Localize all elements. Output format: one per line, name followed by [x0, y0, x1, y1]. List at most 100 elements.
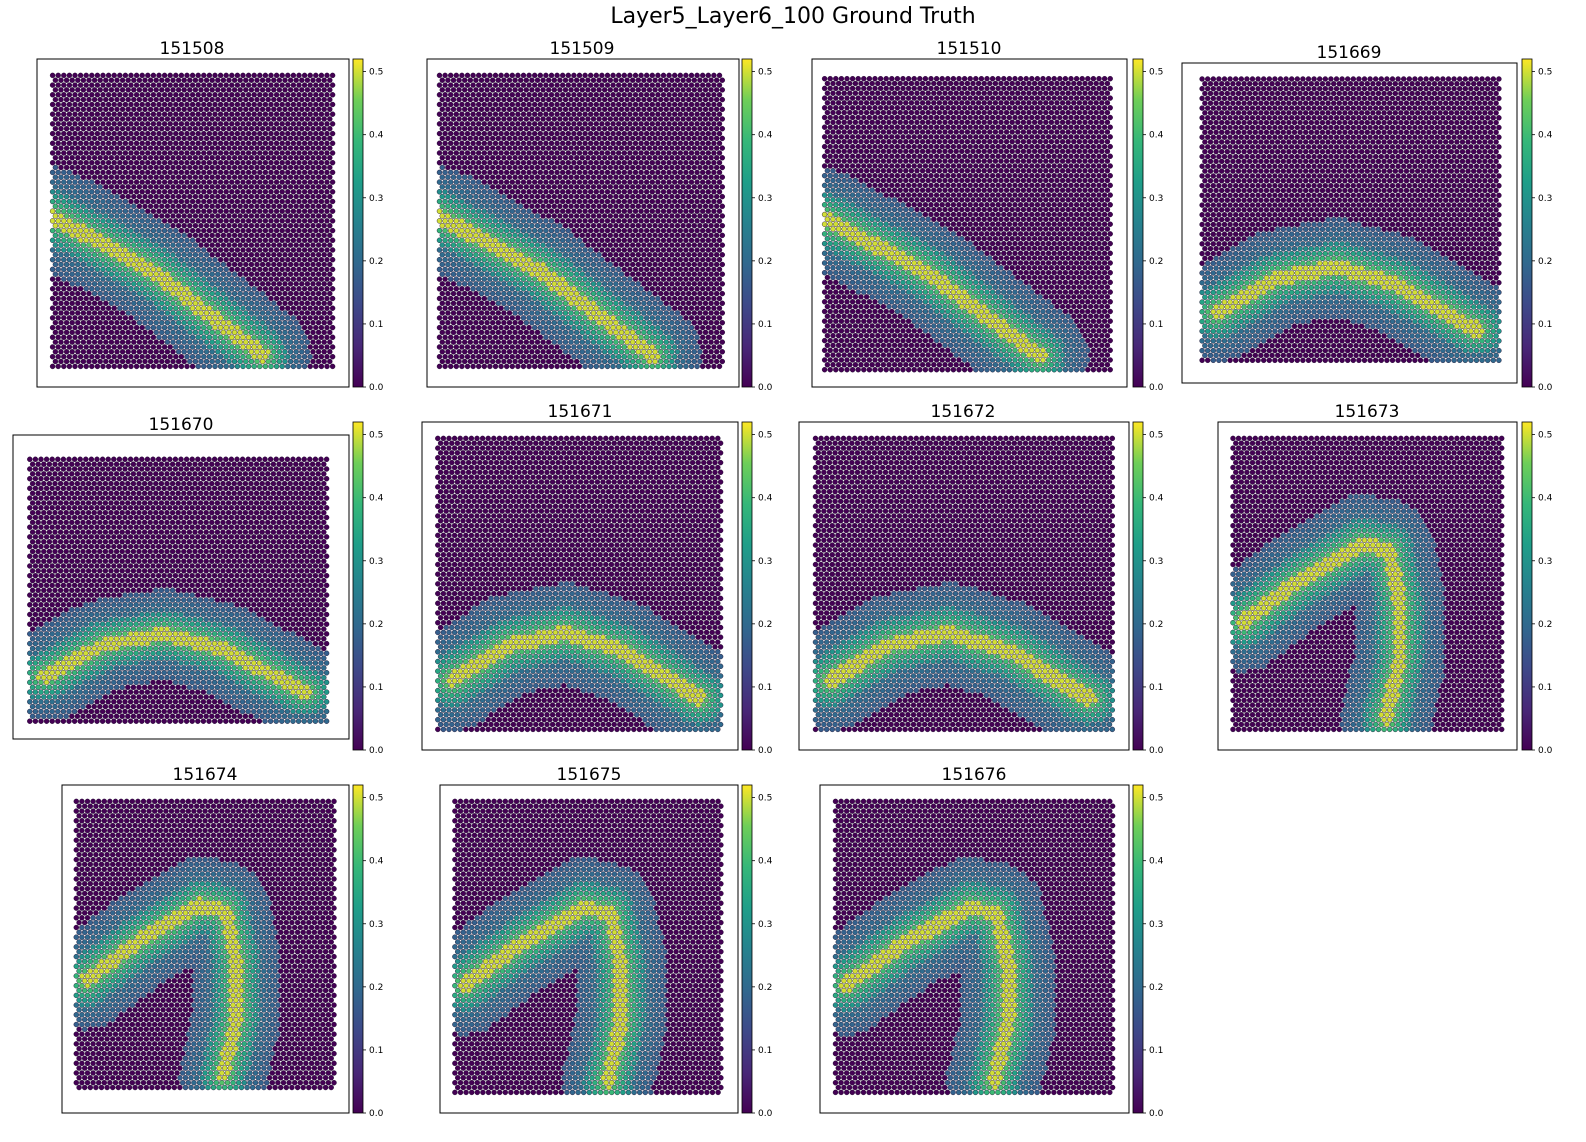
spot	[52, 271, 59, 277]
spot	[481, 159, 487, 166]
spot	[175, 232, 182, 239]
spot	[462, 174, 468, 180]
spot	[296, 354, 302, 360]
spot	[175, 261, 182, 268]
spot	[473, 252, 479, 258]
spot	[175, 281, 182, 287]
spot	[674, 135, 681, 142]
spot	[173, 257, 179, 263]
spot	[523, 203, 529, 210]
spot	[290, 140, 297, 147]
spot	[537, 159, 543, 166]
spot	[52, 106, 59, 113]
spot	[262, 266, 269, 273]
spot	[187, 358, 193, 365]
spot	[122, 72, 129, 79]
spot	[220, 125, 227, 132]
spot	[621, 227, 627, 234]
spot	[153, 87, 159, 93]
spot	[498, 198, 504, 205]
spot	[131, 329, 137, 336]
spot	[243, 329, 249, 336]
spot	[234, 266, 241, 273]
spot	[442, 169, 448, 176]
spot	[133, 295, 140, 302]
spot	[164, 213, 171, 219]
spot	[282, 232, 288, 239]
spot	[596, 106, 602, 113]
spot	[198, 358, 204, 365]
spot	[209, 349, 215, 355]
spot	[509, 208, 515, 214]
spot	[203, 242, 210, 248]
spot	[80, 300, 87, 306]
spot	[131, 145, 137, 151]
spot	[448, 150, 454, 156]
spot	[576, 169, 583, 176]
spot	[627, 111, 633, 117]
spot	[184, 247, 190, 253]
spot	[195, 266, 201, 273]
spot	[161, 208, 168, 214]
spot	[546, 164, 552, 171]
spot	[181, 271, 187, 277]
spot	[89, 82, 95, 88]
spot	[271, 155, 277, 161]
spot	[658, 174, 664, 180]
spot	[279, 198, 285, 205]
spot	[58, 271, 64, 277]
spot	[139, 295, 145, 302]
spot	[526, 247, 532, 253]
spot	[75, 222, 81, 229]
spot	[548, 130, 555, 137]
spot	[167, 324, 173, 331]
spot	[714, 116, 720, 122]
spot	[223, 189, 229, 195]
spot	[450, 96, 457, 103]
spot	[495, 116, 501, 122]
spot	[259, 116, 266, 122]
spot	[585, 174, 591, 180]
spot	[237, 164, 243, 171]
spot	[588, 72, 594, 79]
spot	[315, 300, 322, 306]
spot	[644, 72, 650, 79]
spot	[192, 290, 199, 297]
spot	[484, 164, 490, 171]
spot	[175, 300, 182, 306]
spot	[150, 227, 157, 234]
spot	[217, 198, 224, 205]
spot	[75, 281, 81, 287]
spot	[478, 184, 485, 190]
spot	[77, 101, 84, 108]
spot	[705, 208, 711, 214]
spot	[150, 334, 157, 340]
spot	[666, 208, 672, 214]
spot	[131, 155, 137, 161]
spot	[142, 164, 148, 171]
spot	[279, 257, 285, 263]
spot	[562, 193, 569, 200]
spot	[63, 349, 70, 355]
spot	[585, 125, 591, 132]
spot	[599, 237, 605, 244]
spot	[574, 174, 580, 180]
spot	[487, 227, 493, 234]
spot	[80, 193, 87, 200]
spot	[217, 121, 224, 127]
spot	[674, 116, 681, 122]
spot	[641, 125, 647, 132]
spot	[439, 242, 445, 248]
spot	[181, 106, 187, 113]
spot	[111, 198, 117, 205]
spot	[268, 72, 274, 79]
spot	[293, 232, 299, 239]
spot	[638, 101, 644, 108]
spot	[58, 193, 64, 200]
spot	[220, 145, 227, 151]
spot	[576, 227, 583, 234]
spot	[77, 257, 84, 263]
spot	[327, 271, 333, 277]
spot	[686, 125, 692, 132]
spot	[327, 329, 333, 336]
